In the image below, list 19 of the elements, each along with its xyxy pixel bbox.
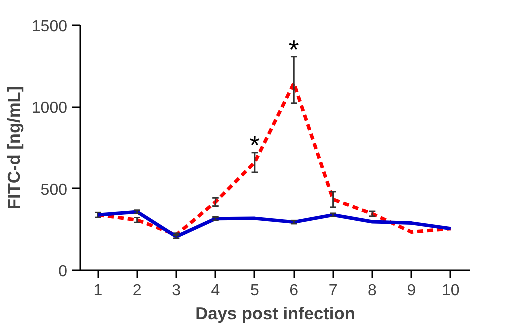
y-tick-label: 500 (40, 182, 68, 199)
annotation: * (250, 130, 260, 161)
x-tick-label: 5 (250, 282, 260, 300)
y-tick-label: 1500 (32, 18, 68, 36)
y-axis-title: FITC-d [ng/mL] (4, 86, 24, 210)
x-tick-label: 4 (211, 282, 220, 300)
x-tick-label: 9 (407, 282, 416, 300)
x-tick-label: 1 (94, 282, 103, 300)
x-tick-label: 7 (328, 282, 338, 300)
x-tick-label: 8 (368, 282, 378, 300)
y-tick-label: 0 (58, 264, 68, 280)
x-tick-label: 6 (290, 282, 299, 300)
x-tick-label: 10 (442, 282, 460, 300)
x-tick-label: 2 (132, 282, 142, 300)
annotation: * (288, 34, 300, 65)
line-series (96, 210, 453, 239)
y-tick-label: 1000 (32, 100, 68, 118)
x-tick-label: 3 (172, 282, 182, 300)
x-axis-title: Days post infection (196, 304, 356, 324)
